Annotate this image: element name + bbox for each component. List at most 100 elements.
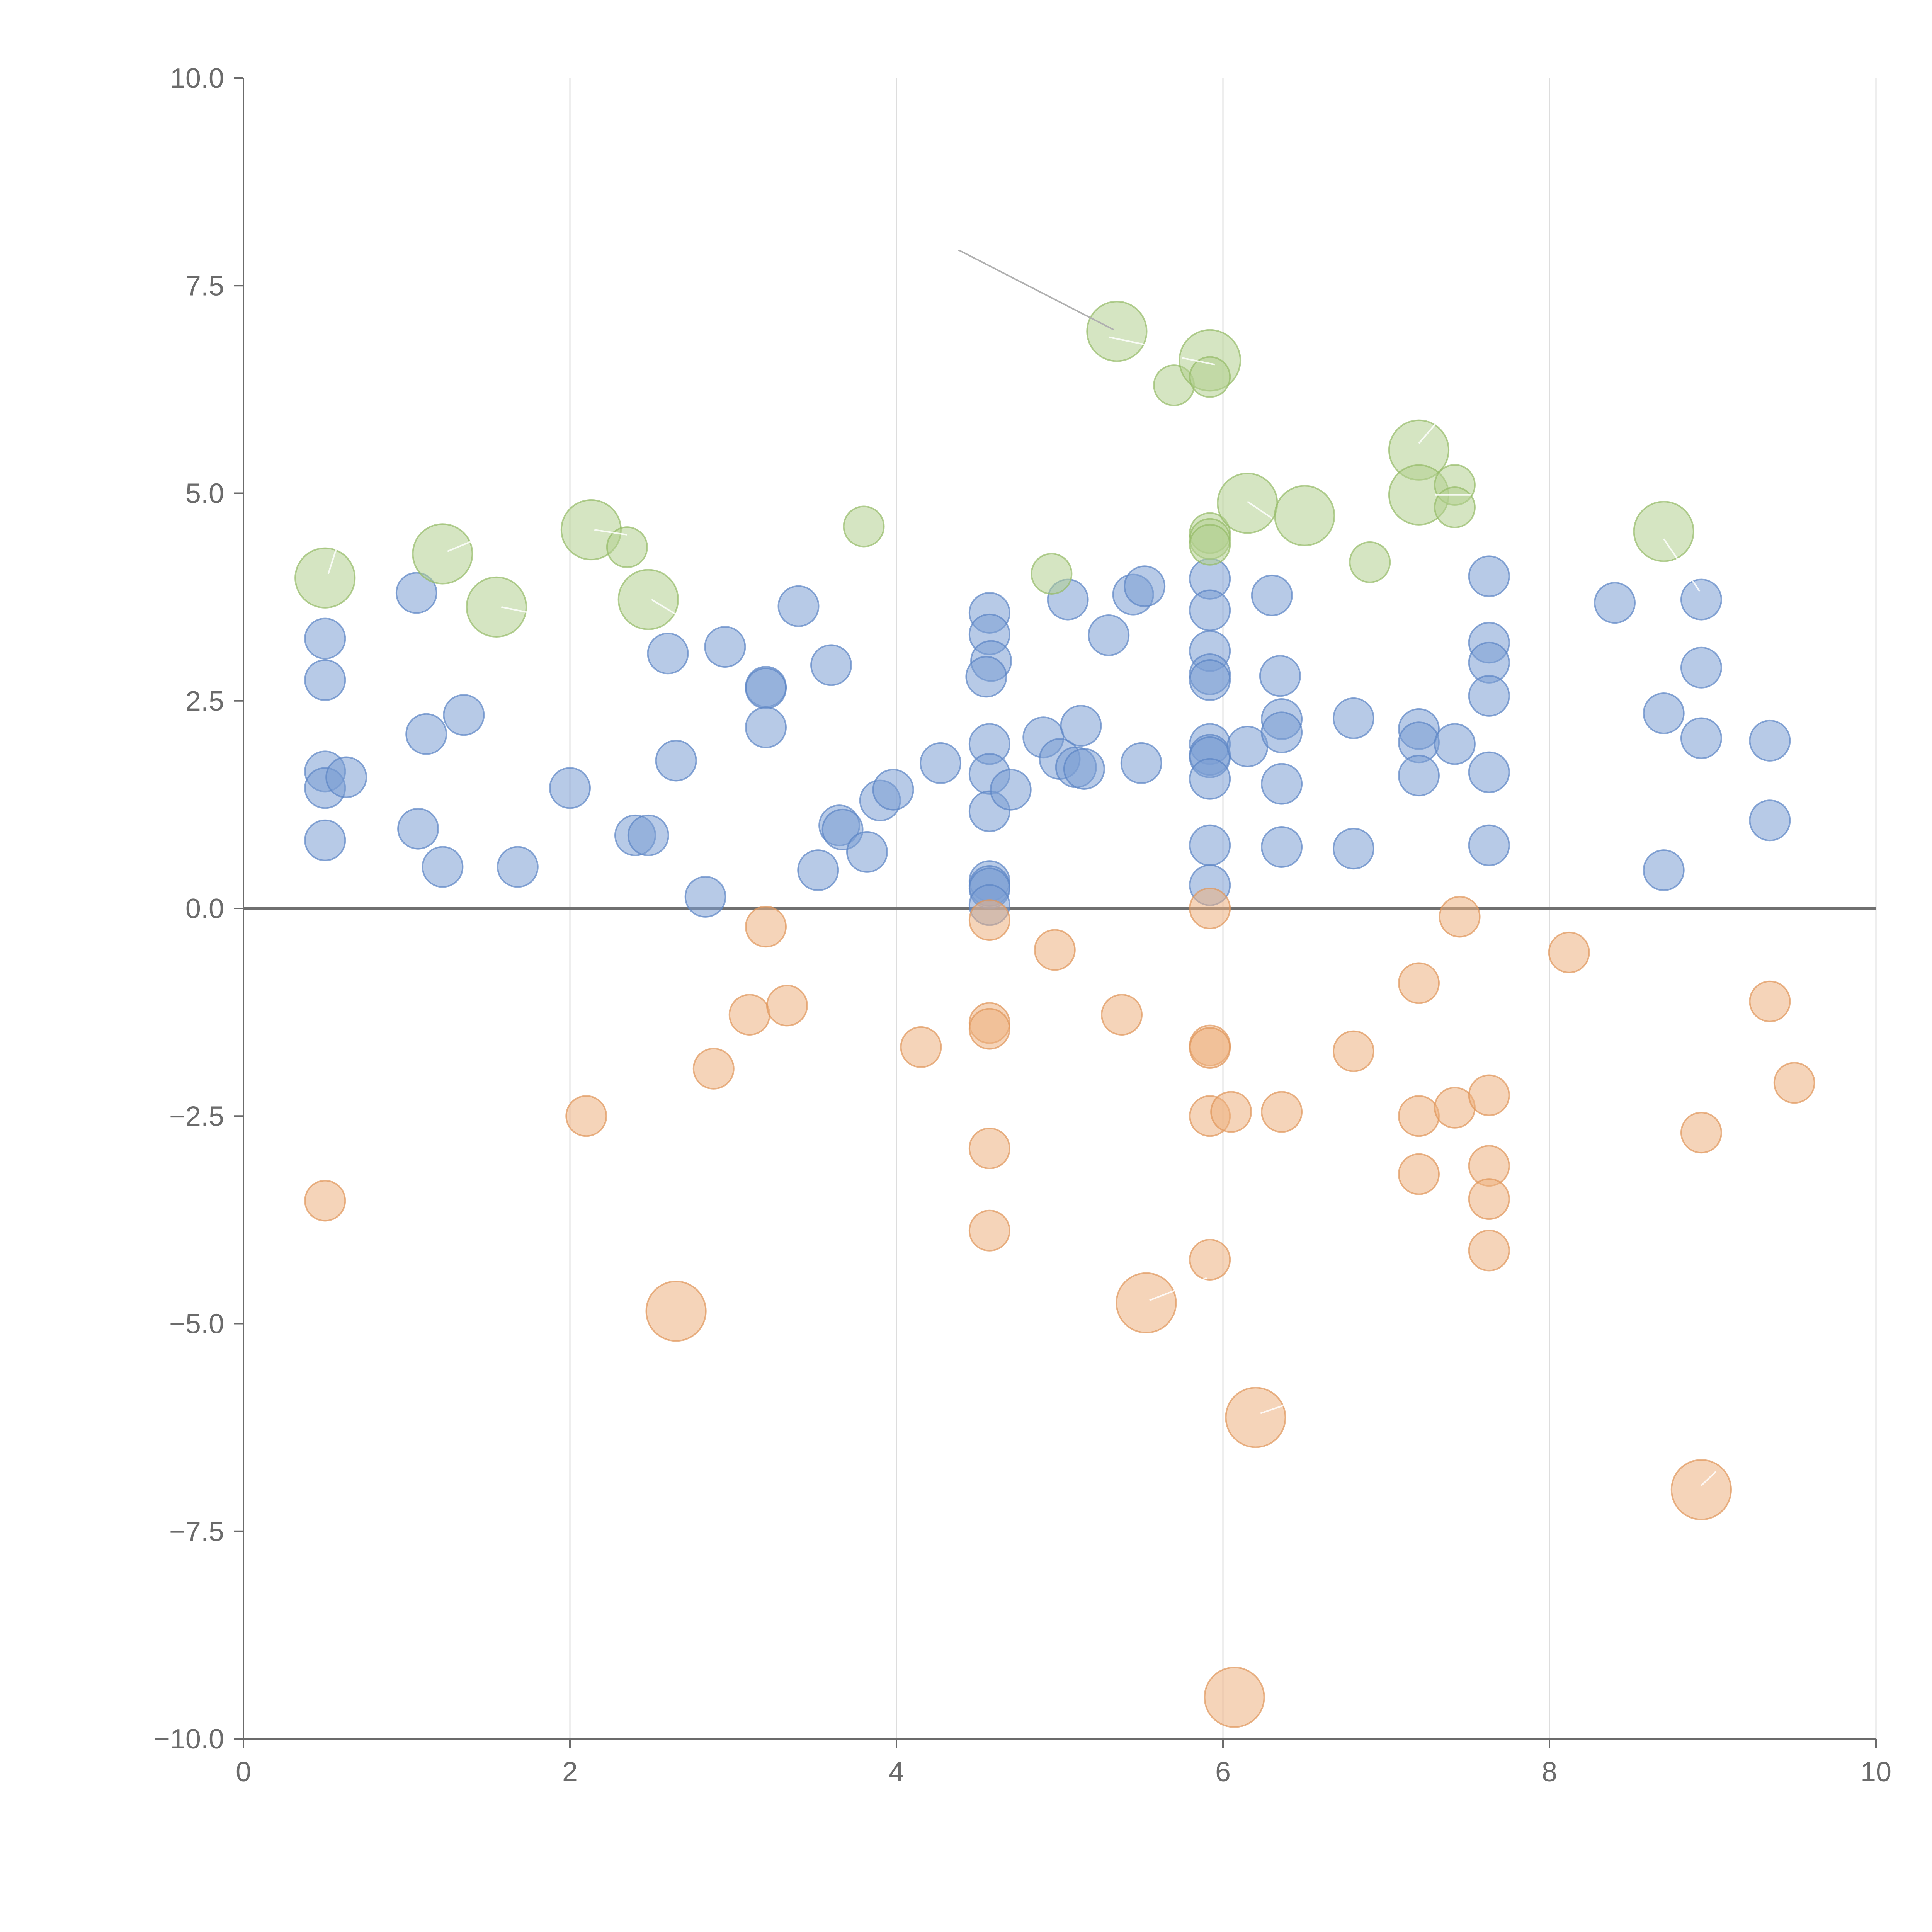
- blue-point-72: [1333, 828, 1374, 870]
- blue-point-24: [810, 644, 852, 686]
- leader-line-7: [1182, 357, 1215, 366]
- blue-point-12: [549, 767, 591, 809]
- orange-point-18: [1189, 1027, 1231, 1069]
- orange-point-12: [968, 1209, 1010, 1252]
- green-point-8: [1086, 301, 1148, 362]
- blue-point-7: [397, 808, 439, 850]
- blue-point-80: [1468, 675, 1510, 717]
- blue-point-27: [846, 831, 888, 873]
- blue-point-23: [797, 849, 839, 891]
- blue-point-71: [1333, 697, 1374, 739]
- blue-point-6: [395, 572, 437, 614]
- blue-point-89: [1749, 719, 1791, 762]
- x-tick-label-0: 0: [236, 1757, 251, 1787]
- leader-line-9: [1418, 423, 1436, 444]
- orange-point-36: [1680, 1112, 1722, 1154]
- leader-line-8: [1247, 501, 1272, 519]
- green-point-22: [1633, 501, 1694, 562]
- blue-point-69: [1261, 763, 1303, 805]
- data-points: [294, 301, 1815, 1728]
- axes: [234, 77, 1877, 1748]
- blue-point-15: [647, 633, 689, 675]
- orange-point-3: [692, 1048, 735, 1090]
- x-tick-label-2: 4: [889, 1757, 904, 1787]
- orange-point-33: [1468, 1178, 1510, 1220]
- orange-point-35: [1548, 931, 1590, 973]
- blue-point-30: [920, 742, 962, 784]
- blue-point-86: [1680, 578, 1722, 621]
- orange-point-10: [968, 1008, 1010, 1050]
- blue-point-68: [1261, 711, 1303, 753]
- blue-point-4: [304, 819, 346, 861]
- orange-point-15: [1116, 1272, 1177, 1333]
- orange-point-26: [1398, 962, 1440, 1004]
- x-tick-label-3: 6: [1215, 1757, 1231, 1787]
- orange-point-20: [1189, 1239, 1231, 1281]
- orange-point-4: [728, 994, 770, 1036]
- green-point-1: [412, 523, 473, 585]
- leader-line-12: [1149, 1277, 1207, 1301]
- annotation-leader-lines: [327, 249, 1717, 1486]
- x-tick-label-1: 2: [562, 1757, 578, 1787]
- leader-line-1: [327, 543, 339, 574]
- orange-point-0: [304, 1180, 346, 1222]
- orange-point-28: [1398, 1153, 1440, 1195]
- blue-point-47: [1060, 705, 1102, 747]
- blue-point-87: [1680, 646, 1722, 689]
- blue-point-16: [655, 740, 697, 782]
- orange-point-22: [1204, 1667, 1265, 1728]
- y-tick-label-5: −2.5: [169, 1101, 224, 1132]
- orange-point-34: [1468, 1230, 1510, 1272]
- leader-line-13: [1260, 1404, 1286, 1414]
- blue-point-17: [684, 876, 726, 918]
- blue-point-90: [1749, 799, 1791, 842]
- blue-point-10: [443, 694, 485, 736]
- leader-line-3: [501, 606, 534, 615]
- blue-point-42: [990, 769, 1032, 811]
- blue-point-66: [1259, 655, 1301, 697]
- green-point-4: [617, 569, 679, 630]
- orange-point-38: [1749, 980, 1791, 1022]
- leader-line-4: [594, 529, 628, 536]
- leader-line-6: [1108, 336, 1174, 351]
- blue-point-11: [497, 846, 539, 888]
- green-point-21: [1434, 486, 1476, 529]
- orange-point-23: [1225, 1387, 1286, 1448]
- orange-point-31: [1468, 1074, 1510, 1116]
- green-point-16: [1274, 485, 1335, 546]
- leader-line-2: [447, 539, 476, 552]
- green-point-15: [1217, 473, 1278, 534]
- blue-point-77: [1468, 555, 1510, 597]
- blue-point-0: [304, 617, 346, 660]
- green-point-14: [1189, 524, 1231, 566]
- tick-labels: 0 2 4 6 8 10 10.0 7.5 5.0 2.5 0.0 −2.5 −5.0 −7.5 −10.0: [154, 63, 1891, 1787]
- orange-point-30: [1439, 896, 1481, 938]
- orange-point-21: [1210, 1091, 1252, 1133]
- blue-point-75: [1398, 755, 1440, 797]
- blue-point-81: [1468, 751, 1510, 793]
- y-tick-label-2: 5.0: [185, 478, 224, 509]
- blue-point-34: [965, 656, 1007, 698]
- y-tick-label-7: −7.5: [169, 1516, 224, 1547]
- blue-point-54: [1189, 589, 1231, 631]
- blue-point-61: [1189, 758, 1231, 800]
- green-point-6: [843, 505, 885, 548]
- blue-point-76: [1434, 723, 1476, 765]
- y-tick-label-1: 7.5: [185, 270, 224, 301]
- orange-point-5: [745, 906, 787, 948]
- orange-point-14: [1101, 994, 1143, 1036]
- orange-point-2: [645, 1281, 707, 1342]
- blue-point-85: [1643, 849, 1685, 891]
- y-tick-label-8: −10.0: [154, 1724, 224, 1755]
- blue-point-88: [1680, 717, 1722, 759]
- orange-point-25: [1333, 1030, 1374, 1072]
- blue-point-8: [405, 713, 447, 755]
- orange-point-8: [968, 899, 1010, 941]
- green-point-7: [1031, 553, 1073, 595]
- blue-point-14: [627, 814, 669, 856]
- orange-point-11: [968, 1128, 1010, 1170]
- leader-line-5: [651, 599, 677, 615]
- leader-line-14: [1701, 1471, 1717, 1486]
- x-tick-label-5: 10: [1861, 1757, 1891, 1787]
- green-point-5: [606, 526, 648, 568]
